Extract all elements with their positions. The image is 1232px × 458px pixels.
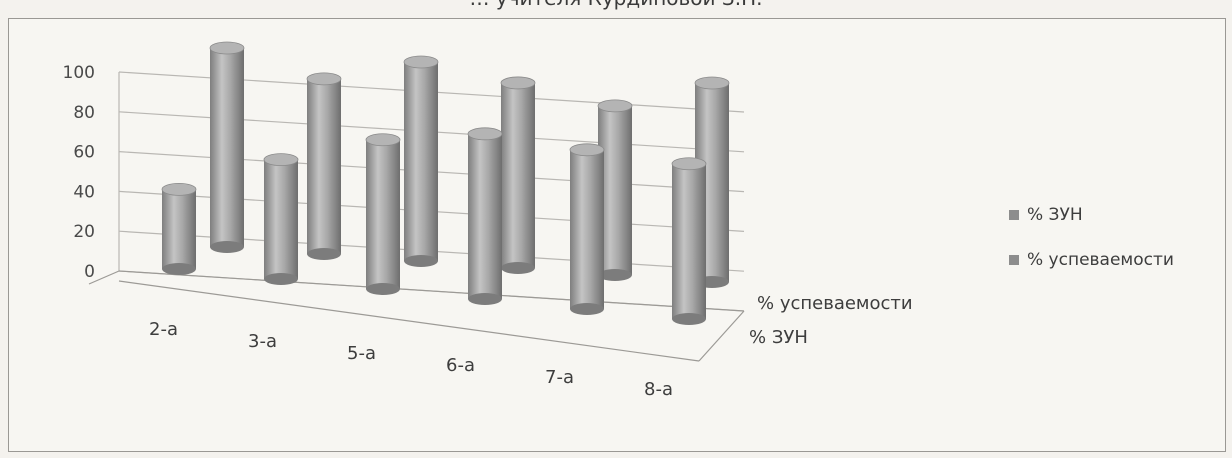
bar-top [500, 76, 536, 90]
bar-1-3 [500, 76, 536, 274]
legend-item-zun: % ЗУН [1009, 205, 1083, 225]
bar-base [162, 263, 196, 275]
x-tick-label: 3-a [248, 331, 277, 352]
bar-body [404, 62, 438, 261]
bar-top [694, 76, 730, 90]
y-tick-label: 20 [73, 222, 95, 242]
bar-base [210, 241, 244, 253]
bar-0-0 [161, 182, 197, 275]
bar-top [161, 182, 197, 196]
bar-1-2 [403, 55, 439, 267]
depth-label-zun: % ЗУН [749, 327, 808, 348]
bar-body [468, 133, 502, 299]
legend-swatch-zun [1009, 210, 1019, 220]
bar-top [306, 72, 342, 86]
x-tick-label: 7-a [545, 367, 574, 388]
bar-top [467, 127, 503, 141]
legend-item-uspevaemost: % успеваемости [1009, 250, 1174, 270]
bar-top [365, 133, 401, 147]
y-tick-label: 60 [73, 143, 95, 163]
legend-label-zun: % ЗУН [1027, 205, 1083, 225]
bar-0-2 [365, 133, 401, 295]
floor-edge [118, 270, 745, 312]
bar-body [307, 78, 341, 254]
bar-0-3 [467, 127, 503, 305]
x-tick-label: 5-a [347, 343, 376, 364]
bar-top [263, 153, 299, 167]
bar-base [672, 313, 706, 325]
floor-edge [88, 270, 120, 285]
bar-body [162, 189, 196, 269]
bar-0-5 [671, 157, 707, 325]
y-tick-label: 100 [63, 63, 95, 83]
bar-base [570, 303, 604, 315]
x-tick-label: 2-a [149, 319, 178, 340]
bar-body [264, 159, 298, 279]
bar-base [404, 255, 438, 267]
bar-top [569, 143, 605, 157]
bar-base [264, 273, 298, 285]
bar-1-0 [209, 41, 245, 253]
bar-base [598, 269, 632, 281]
y-tick-label: 80 [73, 103, 95, 123]
depth-label-uspevaemost: % успеваемости [757, 293, 913, 314]
bar-body [672, 163, 706, 319]
bar-0-4 [569, 143, 605, 315]
floor-edge [118, 280, 700, 362]
legend-label-uspevaemost: % успеваемости [1027, 250, 1174, 270]
bar-top [403, 55, 439, 69]
bar-0-1 [263, 153, 299, 285]
x-tick-label: 6-a [446, 355, 475, 376]
bar-body [570, 149, 604, 309]
bar-1-1 [306, 72, 342, 260]
bar-top [597, 99, 633, 113]
chart: 0 20 40 60 80 100 2-a 3-a 5-a 6-a 7-a 8-a % успеваем… [63, 41, 913, 400]
chart-frame: 0 20 40 60 80 100 2-a 3-a 5-a 6-a 7-a 8-a % успеваем… [8, 18, 1226, 452]
bar-body [210, 48, 244, 247]
bar-base [366, 283, 400, 295]
bar-body [366, 139, 400, 289]
floor-edge [698, 310, 745, 362]
bar-base [307, 248, 341, 260]
y-tick-label: 0 [84, 262, 95, 282]
bar-base [501, 262, 535, 274]
y-tick-label: 40 [73, 182, 95, 202]
chart-title: … учителя Курдиновой З.Н. [0, 0, 1232, 10]
legend-swatch-uspevaemost [1009, 255, 1019, 265]
x-tick-label: 8-a [644, 379, 673, 400]
bar-top [671, 157, 707, 171]
bar-base [468, 293, 502, 305]
bar-top [209, 41, 245, 55]
bar-body [501, 82, 535, 269]
